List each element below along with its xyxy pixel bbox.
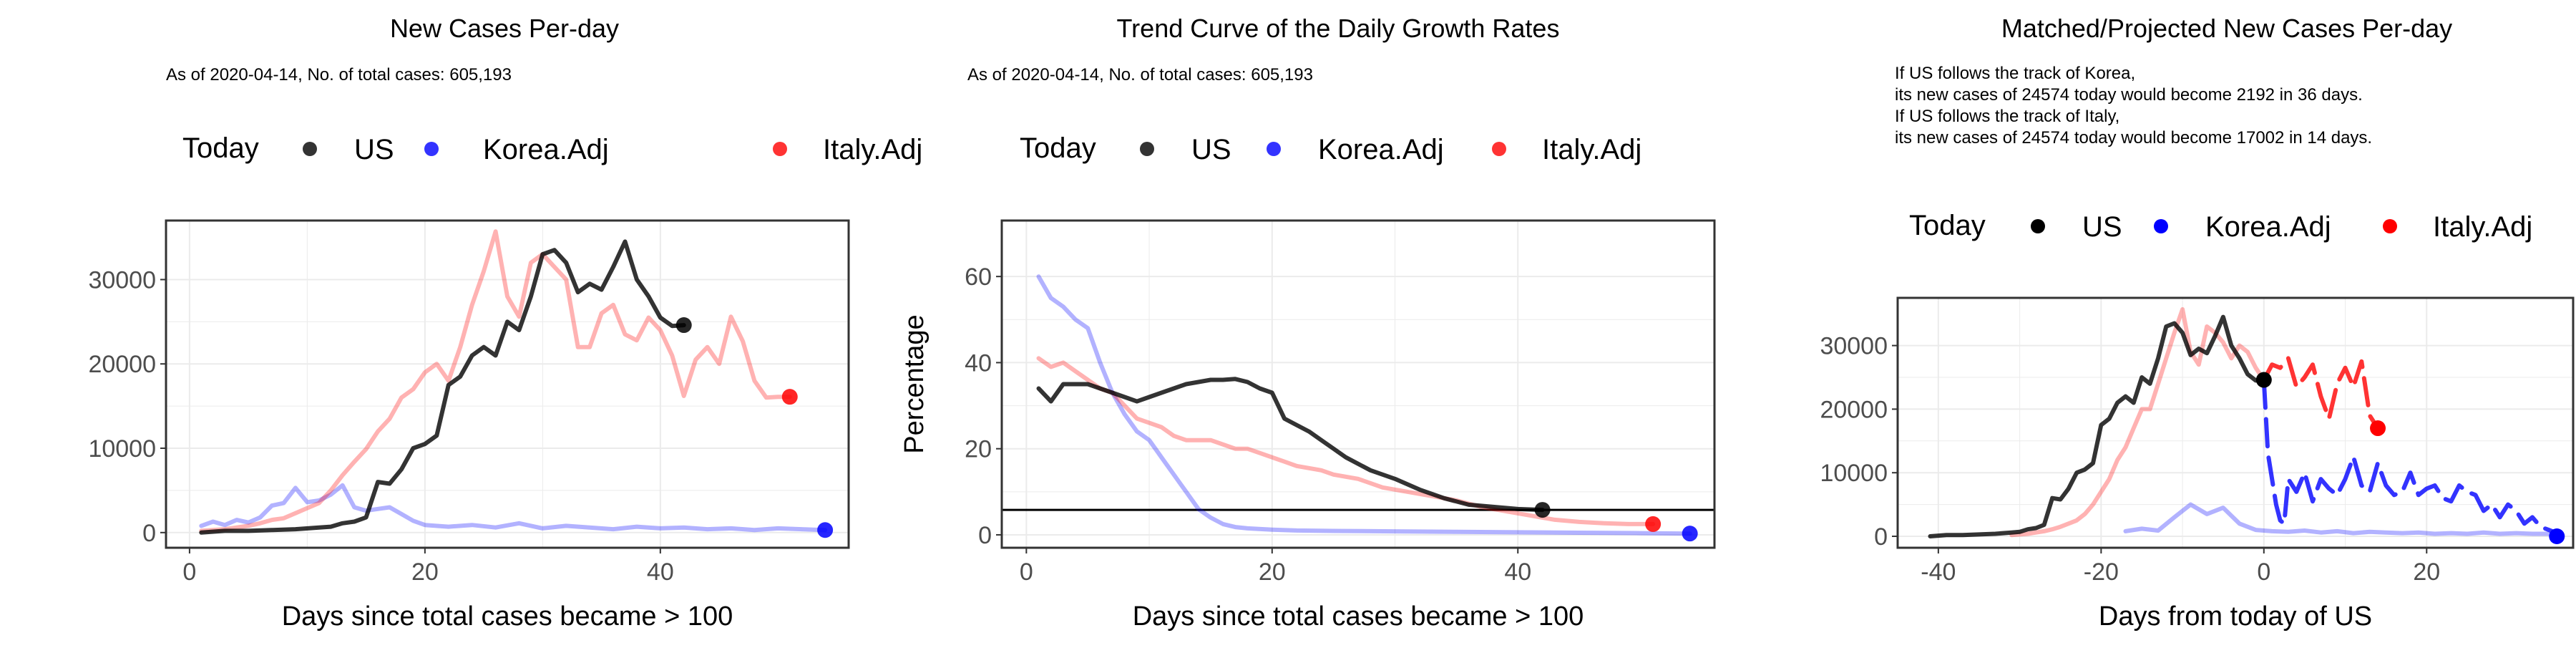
series-line-korea-adj xyxy=(199,483,828,533)
panel-title: Matched/Projected New Cases Per-day xyxy=(2001,14,2452,43)
legend-label: Korea.Adj xyxy=(2205,211,2331,243)
today-point-korea-adj xyxy=(817,522,834,538)
y-tick-label: 0 xyxy=(1874,523,1888,551)
y-tick-label: 10000 xyxy=(1820,460,1888,487)
today-point-italy-adj xyxy=(1645,516,1662,532)
y-axis-label: Percentage xyxy=(899,314,930,453)
today-point-us xyxy=(1534,502,1551,518)
gridlines xyxy=(1002,221,1714,548)
legend-label: US xyxy=(354,134,394,165)
x-tick-label: 0 xyxy=(182,558,196,586)
series-line-italy-adj xyxy=(1036,356,1656,526)
gridlines xyxy=(1898,298,2573,548)
legend-key-korea-adj xyxy=(2154,219,2168,233)
legend-key-us xyxy=(1140,142,1154,156)
series-line-us xyxy=(1036,377,1545,513)
legend-key-italy-adj xyxy=(2383,219,2397,233)
x-axis-label: Days from today of US xyxy=(2099,601,2372,632)
today-point-italy-adj xyxy=(781,389,798,405)
panel-subtitle: its new cases of 24574 today would becom… xyxy=(1895,128,2372,148)
today-point-us xyxy=(2255,372,2272,388)
panel-subtitle: If US follows the track of Italy, xyxy=(1895,107,2119,126)
legend-label: Italy.Adj xyxy=(2433,211,2532,243)
panel-title: Trend Curve of the Daily Growth Rates xyxy=(1117,14,1560,43)
panel-border xyxy=(1000,219,1716,549)
series-line-korea-adj-projected xyxy=(2261,378,2560,536)
x-tick-label: 0 xyxy=(2257,558,2270,586)
panel-border xyxy=(1896,296,2575,549)
legend-label: Italy.Adj xyxy=(1542,134,1641,165)
series-line-italy-adj-projected xyxy=(2261,356,2380,430)
y-tick-label: 30000 xyxy=(88,266,156,294)
legend-label: Korea.Adj xyxy=(483,134,609,165)
legend-title: Today xyxy=(182,132,259,164)
series-line-us xyxy=(1928,314,2266,538)
y-tick-label: 20000 xyxy=(1820,396,1888,423)
y-tick-label: 10000 xyxy=(88,435,156,463)
legend-label: Korea.Adj xyxy=(1318,134,1444,165)
legend-label: Italy.Adj xyxy=(823,134,922,165)
x-axis-label: Days since total cases became > 100 xyxy=(282,601,733,632)
x-tick-label: 20 xyxy=(2413,558,2440,586)
legend-key-us xyxy=(2031,219,2045,233)
today-point-italy-adj xyxy=(2370,420,2386,437)
series-line-italy-adj xyxy=(199,229,792,533)
panel-subtitle: its new cases of 24574 today would becom… xyxy=(1895,85,2363,105)
legend-label: US xyxy=(2082,211,2122,243)
legend-key-korea-adj xyxy=(1267,142,1281,156)
gridlines xyxy=(166,221,849,548)
series-line-korea-adj xyxy=(2123,502,2551,536)
legend-key-korea-adj xyxy=(424,142,439,156)
legend-title: Today xyxy=(1909,210,1986,241)
x-tick-label: 0 xyxy=(1020,558,1033,586)
y-tick-label: 60 xyxy=(965,263,992,291)
series-line-italy-adj xyxy=(2009,307,2266,538)
legend-label: US xyxy=(1191,134,1231,165)
series-line-us xyxy=(199,239,686,535)
series-line-korea-adj xyxy=(1036,274,1692,536)
legend-key-italy-adj xyxy=(773,142,787,156)
today-point-korea-adj xyxy=(2549,528,2565,545)
x-tick-label: 40 xyxy=(647,558,674,586)
x-tick-label: 40 xyxy=(1504,558,1531,586)
panel-border xyxy=(165,219,850,549)
x-tick-label: 20 xyxy=(1259,558,1286,586)
x-tick-label: 20 xyxy=(411,558,439,586)
y-tick-label: 30000 xyxy=(1820,333,1888,360)
x-axis-label: Days since total cases became > 100 xyxy=(1133,601,1584,632)
x-tick-label: -40 xyxy=(1921,558,1956,586)
panel-title: New Cases Per-day xyxy=(390,14,619,43)
y-tick-label: 0 xyxy=(978,522,992,549)
legend-key-italy-adj xyxy=(1492,142,1506,156)
legend-title: Today xyxy=(1020,132,1096,164)
panel-subtitle: As of 2020-04-14, No. of total cases: 60… xyxy=(967,65,1313,84)
panel-subtitle: If US follows the track of Korea, xyxy=(1895,64,2135,83)
y-tick-label: 0 xyxy=(142,520,156,547)
today-point-korea-adj xyxy=(1682,526,1698,542)
today-point-us xyxy=(675,317,692,334)
legend-key-us xyxy=(303,142,317,156)
y-tick-label: 40 xyxy=(965,349,992,377)
panel-subtitle: As of 2020-04-14, No. of total cases: 60… xyxy=(166,65,512,84)
x-tick-label: -20 xyxy=(2084,558,2119,586)
y-tick-label: 20000 xyxy=(88,351,156,378)
y-tick-label: 20 xyxy=(965,436,992,463)
